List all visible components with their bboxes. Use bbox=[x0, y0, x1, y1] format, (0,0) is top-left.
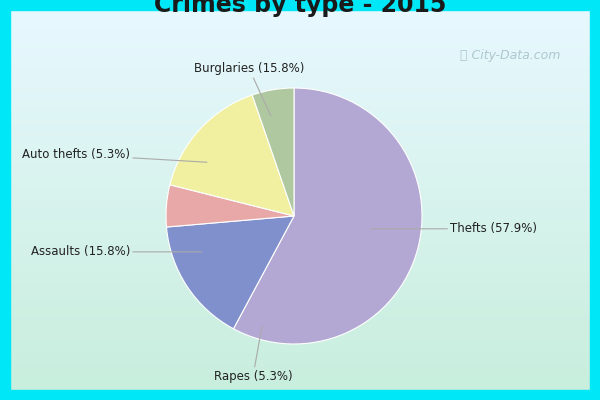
Bar bbox=[10, 370, 590, 377]
Bar bbox=[10, 47, 590, 54]
Bar bbox=[10, 250, 590, 257]
Bar bbox=[10, 307, 590, 314]
Wedge shape bbox=[170, 95, 294, 216]
Bar bbox=[10, 148, 590, 156]
Bar bbox=[10, 136, 590, 143]
Bar bbox=[10, 231, 590, 238]
Bar bbox=[10, 91, 590, 99]
Bar bbox=[10, 85, 590, 92]
Text: Auto thefts (5.3%): Auto thefts (5.3%) bbox=[22, 148, 207, 162]
Bar bbox=[10, 300, 590, 308]
Bar bbox=[10, 338, 590, 346]
Bar bbox=[10, 53, 590, 61]
Bar bbox=[10, 326, 590, 333]
Text: Assaults (15.8%): Assaults (15.8%) bbox=[31, 245, 202, 258]
Bar bbox=[10, 224, 590, 232]
Bar bbox=[10, 161, 590, 168]
Bar bbox=[10, 22, 590, 29]
Bar bbox=[10, 243, 590, 251]
Bar bbox=[590, 0, 600, 400]
Wedge shape bbox=[252, 88, 294, 216]
Bar bbox=[10, 155, 590, 162]
Bar bbox=[10, 167, 590, 175]
Bar bbox=[10, 98, 590, 105]
Text: Burglaries (15.8%): Burglaries (15.8%) bbox=[194, 62, 304, 116]
Wedge shape bbox=[233, 88, 422, 344]
Bar bbox=[10, 351, 590, 358]
Bar bbox=[0, 0, 600, 10]
Bar bbox=[10, 256, 590, 263]
Bar bbox=[10, 294, 590, 301]
Text: Crimes by type - 2015: Crimes by type - 2015 bbox=[154, 0, 446, 17]
Bar bbox=[10, 205, 590, 213]
Bar bbox=[10, 262, 590, 270]
Bar bbox=[10, 332, 590, 339]
Bar bbox=[10, 34, 590, 42]
Bar bbox=[10, 117, 590, 124]
Bar bbox=[10, 129, 590, 137]
Bar bbox=[10, 212, 590, 219]
Text: Thefts (57.9%): Thefts (57.9%) bbox=[371, 222, 537, 235]
Bar bbox=[10, 218, 590, 225]
Bar bbox=[10, 180, 590, 187]
Bar bbox=[10, 9, 590, 16]
Bar bbox=[10, 237, 590, 244]
Bar bbox=[10, 281, 590, 289]
Bar bbox=[10, 364, 590, 371]
Bar bbox=[10, 104, 590, 111]
Bar bbox=[10, 60, 590, 67]
Bar bbox=[10, 142, 590, 149]
Text: ⓘ City-Data.com: ⓘ City-Data.com bbox=[460, 48, 560, 62]
Bar bbox=[10, 288, 590, 295]
Bar bbox=[10, 357, 590, 365]
Bar bbox=[10, 15, 590, 23]
Bar bbox=[10, 319, 590, 327]
Bar bbox=[10, 110, 590, 118]
Bar bbox=[10, 383, 590, 390]
Bar bbox=[10, 123, 590, 130]
Bar bbox=[0, 0, 10, 400]
Bar bbox=[10, 186, 590, 194]
Bar bbox=[10, 376, 590, 384]
Text: Rapes (5.3%): Rapes (5.3%) bbox=[214, 326, 292, 382]
Bar bbox=[10, 41, 590, 48]
Wedge shape bbox=[166, 185, 294, 227]
Bar bbox=[10, 313, 590, 320]
Bar bbox=[10, 275, 590, 282]
Bar bbox=[10, 79, 590, 86]
Bar bbox=[10, 193, 590, 200]
Bar bbox=[10, 199, 590, 206]
Bar bbox=[10, 269, 590, 276]
Bar bbox=[10, 174, 590, 181]
Bar bbox=[10, 345, 590, 352]
Bar bbox=[10, 66, 590, 73]
Bar bbox=[10, 28, 590, 35]
Bar bbox=[0, 390, 600, 400]
Wedge shape bbox=[166, 216, 294, 329]
Bar bbox=[10, 72, 590, 80]
